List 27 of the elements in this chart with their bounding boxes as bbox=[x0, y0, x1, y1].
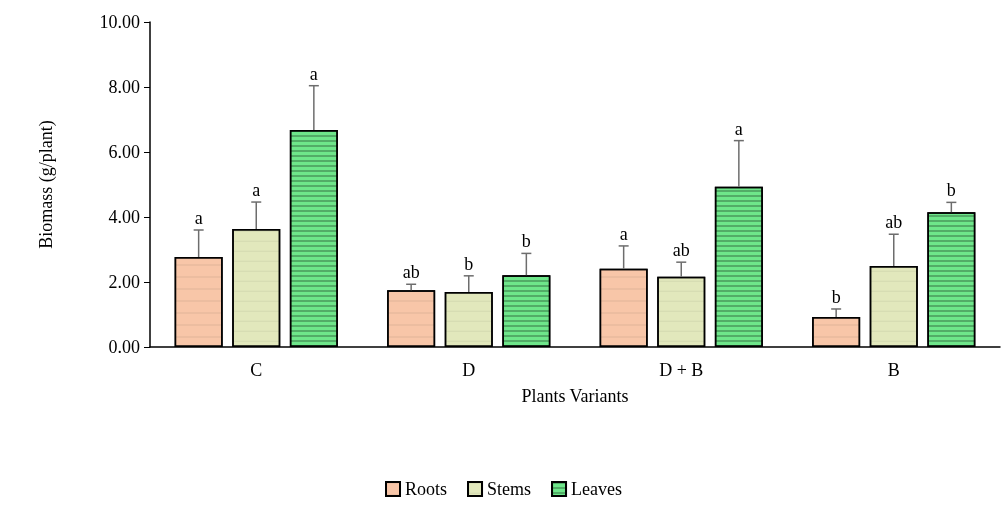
data-label: b bbox=[464, 253, 474, 274]
data-label: b bbox=[521, 231, 531, 252]
data-label: a bbox=[252, 180, 261, 201]
data-label: ab bbox=[885, 212, 903, 233]
y-tick-label: 8.00 bbox=[108, 77, 140, 97]
y-tick-label: 2.00 bbox=[108, 272, 140, 292]
y-tick-label: 4.00 bbox=[108, 207, 140, 227]
x-tick-label: B bbox=[887, 360, 900, 380]
x-tick-label: D bbox=[462, 360, 476, 380]
data-label: a bbox=[734, 118, 743, 139]
legend-label: Leaves bbox=[571, 479, 622, 499]
y-tick-label: 6.00 bbox=[108, 142, 140, 162]
legend-label: Roots bbox=[405, 479, 448, 499]
data-label: a bbox=[619, 223, 628, 244]
x-tick-label: C bbox=[250, 360, 263, 380]
data-label: a bbox=[309, 63, 318, 84]
data-label: a bbox=[194, 208, 203, 228]
y-axis-title: Biomass (g/plant) bbox=[36, 120, 57, 249]
x-tick-label: D + B bbox=[659, 360, 704, 380]
data-label: b bbox=[831, 286, 841, 307]
data-label: b bbox=[946, 180, 956, 201]
data-label: ab bbox=[672, 240, 690, 261]
legend-label: Stems bbox=[487, 479, 532, 499]
y-tick-label: 0.00 bbox=[108, 337, 140, 357]
y-tick-label: 10.00 bbox=[99, 12, 140, 32]
x-axis-title: Plants Variants bbox=[521, 386, 629, 406]
data-label: ab bbox=[402, 262, 420, 283]
